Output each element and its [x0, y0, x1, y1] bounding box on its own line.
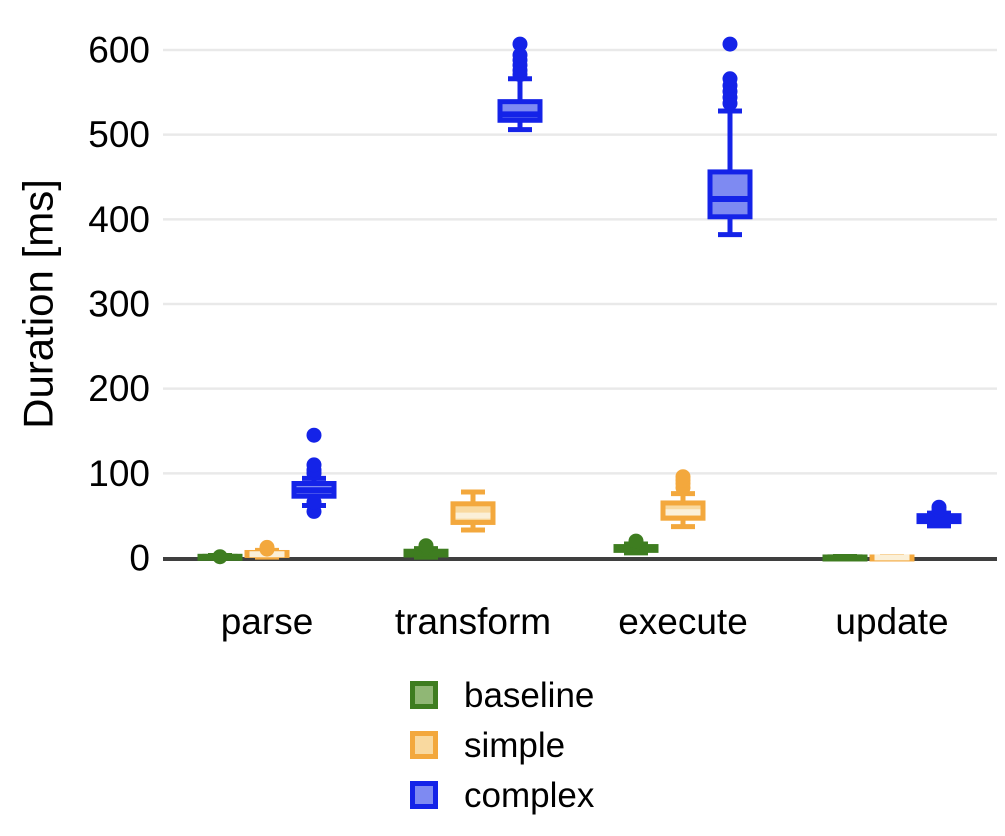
y-axis-title: Duration [ms] — [15, 179, 62, 429]
x-category-label: update — [835, 601, 948, 642]
y-tick-label: 300 — [88, 284, 150, 325]
box-simple-parse — [244, 539, 290, 560]
iqr-box — [707, 169, 753, 220]
outlier-dot — [722, 71, 738, 87]
box-complex-parse — [291, 427, 337, 519]
legend-swatch-baseline — [410, 681, 438, 709]
box-simple-execute — [660, 469, 706, 530]
y-tick-label: 200 — [88, 368, 150, 409]
box-baseline-transform — [403, 538, 449, 560]
box-simple-transform — [450, 489, 496, 533]
legend: baseline simple complex — [410, 670, 594, 820]
y-tick-label: 400 — [88, 199, 150, 240]
legend-label: simple — [464, 725, 566, 765]
outlier-dot — [259, 539, 275, 555]
legend-row-baseline: baseline — [410, 670, 594, 720]
outlier-dot — [306, 457, 322, 473]
legend-label: complex — [464, 775, 595, 815]
outlier-dot — [931, 499, 947, 515]
legend-row-complex: complex — [410, 770, 594, 820]
box-complex-transform — [497, 36, 543, 133]
y-tick-label: 100 — [88, 453, 150, 494]
box-complex-update — [916, 499, 962, 529]
legend-swatch-simple — [410, 731, 438, 759]
legend-swatch-complex — [410, 781, 438, 809]
box-baseline-update — [822, 553, 868, 562]
y-tick-label: 500 — [88, 114, 150, 155]
box-complex-execute — [707, 36, 753, 238]
y-tick-label: 0 — [129, 538, 150, 579]
y-tick-label: 600 — [88, 30, 150, 71]
box-simple-update — [869, 553, 915, 562]
outlier-dot — [628, 533, 644, 549]
outlier-dot — [306, 494, 322, 510]
outlier-dot — [306, 427, 322, 443]
x-category-label: parse — [221, 601, 314, 642]
outlier-dot — [512, 47, 528, 63]
box-baseline-parse — [197, 549, 243, 565]
outlier-dot — [418, 538, 434, 554]
x-category-label: transform — [395, 601, 551, 642]
outlier-dot — [512, 36, 528, 52]
iqr-box — [497, 99, 543, 123]
outlier-dot — [212, 549, 228, 565]
chart-canvas: 0 100 200 300 400 500 600 Duration [ms] parse tra… — [15, 30, 997, 642]
legend-label: baseline — [464, 675, 595, 715]
box-baseline-execute — [613, 533, 659, 556]
outlier-dot — [675, 469, 691, 485]
legend-row-simple: simple — [410, 720, 594, 770]
x-category-label: execute — [618, 601, 748, 642]
outlier-dot — [722, 36, 738, 52]
plot-area: 0 100 200 300 400 500 600 Duration [ms] parse tra… — [15, 30, 997, 642]
